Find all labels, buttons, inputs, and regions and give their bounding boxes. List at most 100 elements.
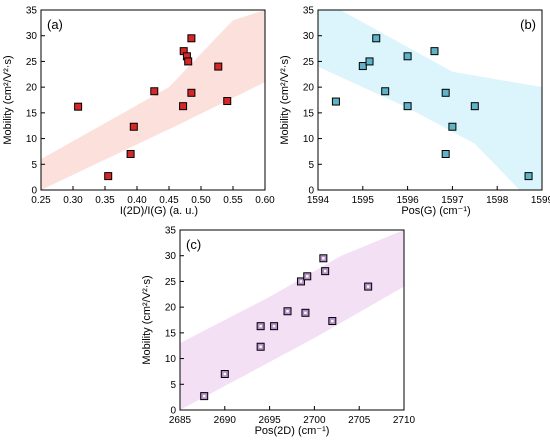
y-tick-label: 10 xyxy=(165,354,177,365)
y-tick-label: 20 xyxy=(303,83,315,94)
data-point xyxy=(74,102,83,111)
data-point xyxy=(256,322,265,331)
data-point xyxy=(372,34,381,43)
y-axis-label: Mobility (cm²/V²·s) xyxy=(141,275,153,364)
x-tick-label: 1594 xyxy=(307,195,330,206)
data-point xyxy=(179,102,188,111)
x-tick-label: 2685 xyxy=(169,415,192,426)
x-tick-label: 2695 xyxy=(258,415,281,426)
data-point xyxy=(364,282,373,291)
data-point xyxy=(104,172,113,181)
data-point xyxy=(296,277,305,286)
y-tick-label: 15 xyxy=(303,108,315,119)
data-point xyxy=(187,88,196,97)
panel-a: 0.25 0.30 0.35 0.40 0.45 0.50 0.55 0.60 0 5 10 15 20… xyxy=(2,6,275,218)
x-axis-label: Pos(2D) (cm⁻¹) xyxy=(255,425,330,437)
x-tick-label: 1597 xyxy=(441,195,464,206)
data-point xyxy=(129,122,138,131)
y-tick-label: 20 xyxy=(26,83,38,94)
y-tick-label: 10 xyxy=(303,134,315,145)
y-tick-label: 30 xyxy=(165,251,177,262)
y-tick-label: 0 xyxy=(170,406,176,417)
x-tick-label: 0.25 xyxy=(31,195,51,206)
x-tick-label: 1595 xyxy=(352,195,375,206)
y-tick-label: 25 xyxy=(26,57,38,68)
y-tick-label: 20 xyxy=(165,303,177,314)
y-tick-label: 25 xyxy=(165,277,177,288)
x-tick-label: 0.35 xyxy=(95,195,115,206)
y-tick-label: 0 xyxy=(31,186,37,197)
data-point xyxy=(403,52,412,61)
panel-label: (a) xyxy=(47,17,63,32)
y-tick-label: 15 xyxy=(26,108,38,119)
data-point xyxy=(403,102,412,111)
x-tick-label: 1598 xyxy=(486,195,509,206)
plot-frame xyxy=(179,229,405,411)
data-point xyxy=(303,272,312,281)
data-point xyxy=(524,172,533,181)
y-axis-label: Mobility (cm²/V²·s) xyxy=(2,55,14,144)
x-tick-label: 1596 xyxy=(396,195,419,206)
data-point xyxy=(301,308,310,317)
y-tick-label: 25 xyxy=(303,57,315,68)
y-tick-label: 10 xyxy=(26,134,38,145)
data-point xyxy=(430,47,439,56)
data-point xyxy=(214,62,223,71)
y-tick-label: 35 xyxy=(303,6,315,17)
data-point xyxy=(270,322,279,331)
y-tick-label: 35 xyxy=(26,6,38,17)
y-tick-label: 5 xyxy=(308,160,314,171)
data-point xyxy=(358,62,367,71)
x-tick-label: 0.55 xyxy=(223,195,243,206)
panel-label: (b) xyxy=(520,17,536,32)
data-point xyxy=(321,267,330,276)
y-tick-label: 5 xyxy=(31,160,37,171)
x-tick-label: 0.45 xyxy=(159,195,179,206)
data-point xyxy=(441,150,450,158)
data-point xyxy=(470,102,479,111)
confidence-band xyxy=(318,10,542,190)
x-axis-label: I(2D)/I(G) (a. u.) xyxy=(120,205,198,217)
panel-b: 1594 1595 1596 1597 1598 1599 0 5 10 15 20 25 30 35 Po… xyxy=(279,6,550,218)
data-point xyxy=(200,392,209,401)
x-tick-label: 0.30 xyxy=(63,195,83,206)
x-tick-label: 0.50 xyxy=(191,195,211,206)
confidence-band xyxy=(180,230,404,410)
plot-frame xyxy=(317,9,543,191)
confidence-band xyxy=(41,10,265,190)
data-point xyxy=(328,317,337,326)
x-tick-label: 2690 xyxy=(214,415,237,426)
data-point xyxy=(448,122,457,131)
x-tick-label: 0.40 xyxy=(127,195,147,206)
x-tick-label: 2705 xyxy=(348,415,371,426)
data-point xyxy=(126,150,135,158)
data-point xyxy=(220,370,229,378)
data-point xyxy=(187,34,196,43)
y-tick-label: 5 xyxy=(170,380,176,391)
data-point xyxy=(150,87,159,96)
data-point xyxy=(441,88,450,97)
data-point xyxy=(381,87,390,96)
x-tick-label: 0.60 xyxy=(255,195,275,206)
y-tick-label: 15 xyxy=(165,328,177,339)
y-tick-label: 30 xyxy=(303,31,315,42)
data-point xyxy=(331,97,340,106)
data-point xyxy=(256,342,265,351)
panel-c: 2685 2690 2695 2700 2705 2710 0 5 10 15 20 25 30 35 Po… xyxy=(141,226,416,438)
x-tick-label: 2700 xyxy=(303,415,326,426)
y-tick-label: 0 xyxy=(308,186,314,197)
y-tick-label: 35 xyxy=(165,226,177,237)
x-tick-label: 2710 xyxy=(393,415,416,426)
y-tick-label: 30 xyxy=(26,31,38,42)
data-point xyxy=(283,307,292,316)
x-tick-label: 1599 xyxy=(531,195,550,206)
data-point xyxy=(223,97,232,106)
data-point xyxy=(184,57,193,66)
data-point xyxy=(319,254,328,263)
y-axis-label: Mobility (cm²/V²·s) xyxy=(279,55,291,144)
plot-frame xyxy=(40,9,266,191)
panel-label: (c) xyxy=(186,237,201,252)
x-axis-label: Pos(G) (cm⁻¹) xyxy=(401,205,470,217)
data-point xyxy=(365,57,374,66)
